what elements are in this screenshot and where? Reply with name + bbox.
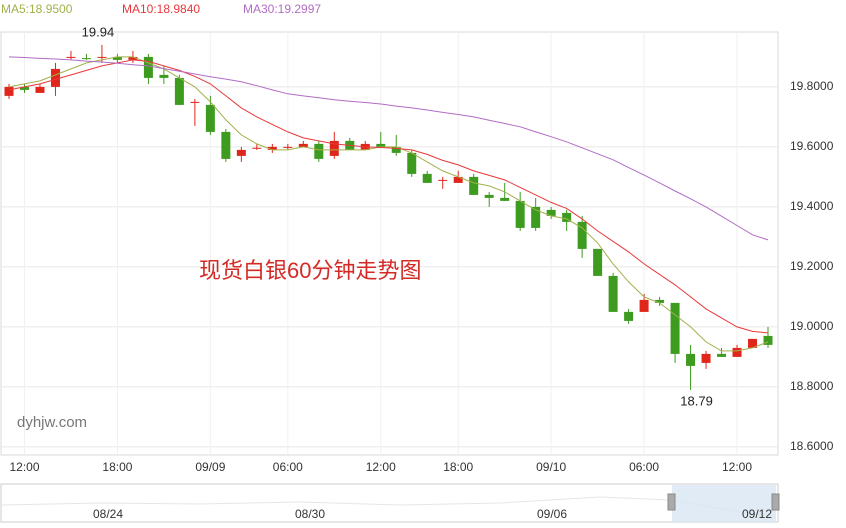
candle-body [190,101,200,103]
x-tick-label: 06:00 [629,460,659,474]
candle-body [717,353,727,357]
y-tick-label: 18.6000 [790,439,834,453]
candle-body [531,206,541,228]
candle-body [686,353,696,366]
legend-label: MA10:18.9840 [122,2,200,16]
candle-body [252,147,262,149]
candle-body [484,194,494,198]
candle-body [50,68,60,87]
x-tick-label: 09/10 [536,460,566,474]
y-tick-label: 18.8000 [790,379,834,393]
candle-body [19,86,29,90]
candle-body [748,338,758,348]
y-tick-label: 19.6000 [790,139,834,153]
candle-body [376,143,386,147]
low-annotation: 18.79 [680,393,713,408]
navigator-label: 08/24 [93,507,123,521]
candle-body [515,200,525,228]
candle-body [407,152,417,174]
navigator-handle[interactable] [667,493,676,511]
candle-body [422,173,432,183]
candle-body [143,56,153,78]
candle-body [546,209,556,216]
ma-line [8,56,769,241]
candle-body [35,86,45,93]
candle-body [608,275,618,312]
ma-line [8,56,769,352]
candle-body [391,146,401,153]
candle-body [314,143,324,159]
candle-body [593,248,603,276]
candle-body [283,146,293,148]
candle-body [624,311,634,321]
x-tick-label: 06:00 [273,460,303,474]
candle-body [732,347,742,357]
y-tick-label: 19.4000 [790,199,834,213]
candle-body [66,56,76,58]
x-tick-label: 12:00 [366,460,396,474]
navigator-label: 09/12 [742,507,772,521]
x-tick-label: 18:00 [443,460,473,474]
candle-body [453,176,463,183]
legend-label: MA5:18.9500 [1,2,73,16]
candle-body [97,56,107,58]
x-tick-label: 12:00 [9,460,39,474]
high-annotation: 19.94 [82,24,115,39]
ma-line [8,59,769,334]
candle-body [81,58,91,60]
x-tick-label: 09/09 [195,460,225,474]
candle-body [500,197,510,201]
candle-body [438,179,448,181]
candle-body [159,74,169,78]
candle-body [329,140,339,156]
candle-body [205,104,215,132]
x-tick-label: 18:00 [102,460,132,474]
navigator-selection[interactable] [672,485,776,522]
plot-area [0,31,779,456]
chart-title: 现货白银60分钟走势图 [199,258,421,283]
candle-body [236,149,246,156]
candle-body [112,56,122,60]
candle-body [577,221,587,249]
navigator-handle[interactable] [771,493,780,511]
candle-body [298,143,308,147]
x-tick-label: 12:00 [722,460,752,474]
candle-body [469,176,479,195]
navigator-label: 08/30 [295,507,325,521]
candle-body [174,77,184,105]
candle-body [267,146,277,150]
candle-body [4,86,14,96]
candle-body [701,353,711,363]
candle-body [655,299,665,303]
y-tick-label: 19.8000 [790,79,834,93]
watermark: dyhjw.com [17,414,87,431]
y-tick-label: 19.2000 [790,259,834,273]
candle-body [763,335,773,345]
candle-body [639,299,649,312]
candle-body [128,56,138,60]
navigator-label: 09/06 [537,507,567,521]
candle-body [670,302,680,354]
legend-label: MA30:19.2997 [243,2,321,16]
candle-body [221,131,231,159]
y-tick-label: 19.0000 [790,319,834,333]
candle-body [562,212,572,222]
